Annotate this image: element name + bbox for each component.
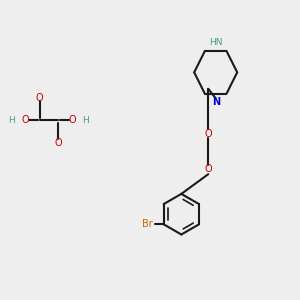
Text: H: H (82, 116, 89, 124)
Text: O: O (204, 164, 212, 174)
Text: O: O (204, 129, 212, 139)
Text: Br: Br (142, 219, 153, 230)
Text: H: H (8, 116, 15, 124)
Text: O: O (36, 93, 43, 103)
Text: O: O (54, 137, 62, 148)
Text: HN: HN (209, 38, 222, 47)
Text: N: N (212, 97, 220, 106)
Text: O: O (22, 115, 29, 125)
Text: O: O (68, 115, 76, 125)
